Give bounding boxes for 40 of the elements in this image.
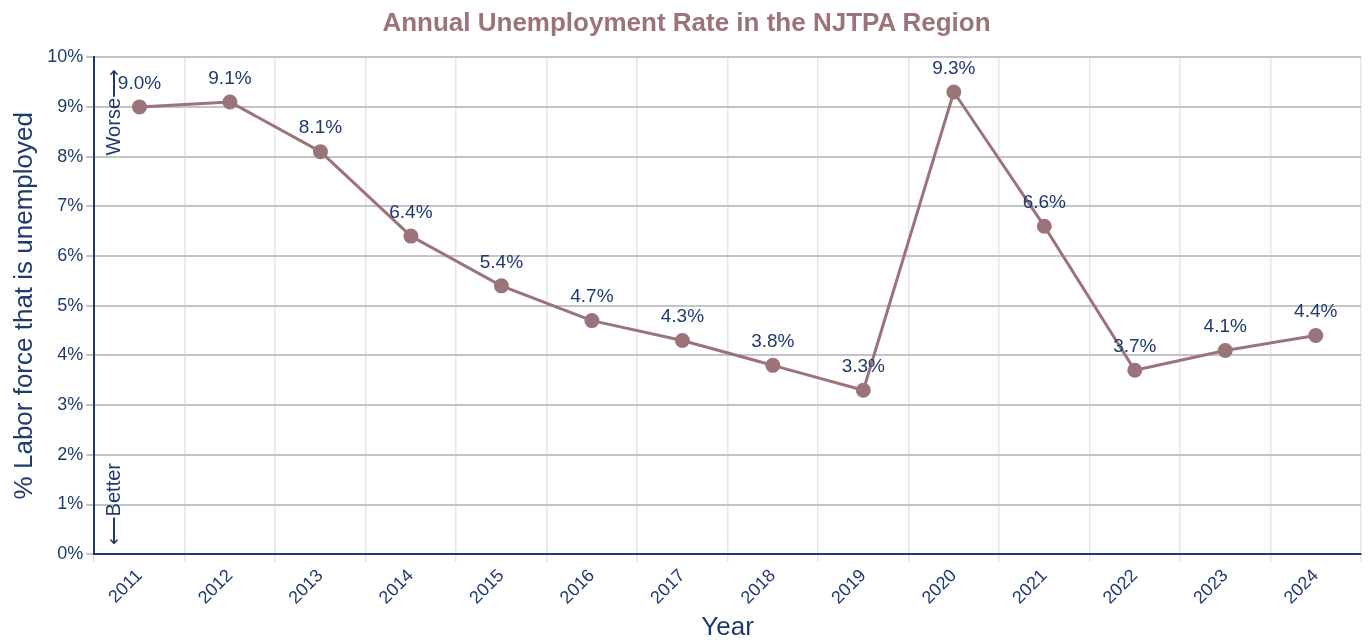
- data-label: 9.3%: [932, 56, 976, 78]
- point: [674, 333, 690, 348]
- point: [1217, 342, 1233, 358]
- point: [765, 357, 781, 373]
- y-tick-label: 6%: [57, 244, 84, 265]
- data-label: 8.1%: [298, 116, 343, 138]
- y-tick-label: 7%: [57, 195, 84, 216]
- y-tick-label: 9%: [57, 95, 84, 116]
- y-axis-title: % Labor force that is unemployed: [7, 112, 38, 500]
- data-label: 4.3%: [660, 305, 705, 327]
- y-tick-label: 5%: [57, 294, 84, 315]
- data-label: 4.4%: [1294, 300, 1338, 322]
- point: [855, 382, 871, 398]
- point: [222, 94, 238, 110]
- y-tick-label: 0%: [57, 543, 84, 564]
- data-label: 5.4%: [479, 250, 524, 272]
- data-label: 3.8%: [751, 330, 795, 352]
- point: [584, 313, 600, 329]
- point: [312, 144, 328, 160]
- point: [1036, 218, 1052, 234]
- point: [1127, 362, 1143, 378]
- x-axis-title: Year: [701, 610, 755, 641]
- annotation: ⟵Better: [101, 462, 124, 546]
- point: [493, 278, 509, 294]
- chart-title: Annual Unemployment Rate in the NJTPA Region: [382, 6, 991, 37]
- data-label: 6.4%: [389, 200, 433, 222]
- y-tick-label: 2%: [57, 443, 84, 464]
- point: [131, 99, 147, 115]
- data-label: 4.1%: [1203, 315, 1248, 337]
- point: [403, 228, 419, 244]
- data-label: 4.7%: [570, 285, 614, 307]
- y-tick-label: 3%: [57, 394, 84, 415]
- point: [1308, 328, 1324, 344]
- y-tick-label: 4%: [57, 344, 84, 365]
- data-label: 9.1%: [208, 66, 252, 88]
- data-label: 9.0%: [117, 71, 162, 93]
- y-tick-label: 1%: [57, 493, 84, 514]
- y-tick-label: 8%: [57, 145, 84, 166]
- y-tick-label: 10%: [47, 46, 84, 67]
- point: [946, 84, 962, 100]
